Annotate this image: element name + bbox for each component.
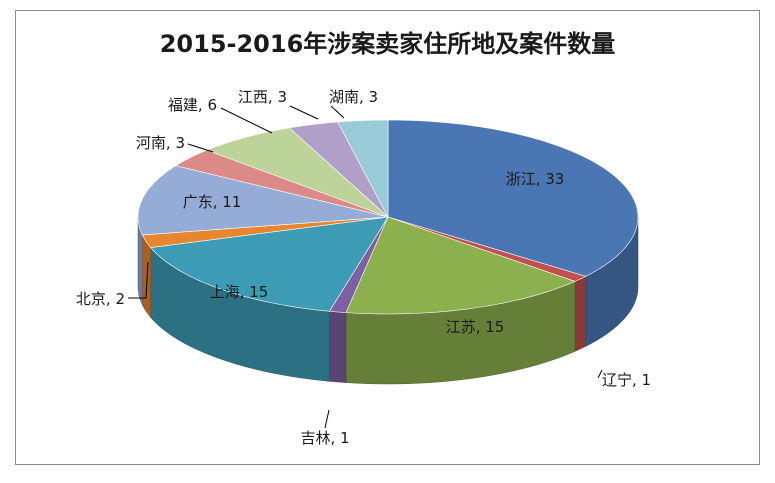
slice-2 bbox=[345, 216, 576, 315]
chart-title: 2015-2016年涉案卖家住所地及案件数量 bbox=[159, 30, 616, 58]
slice-5-label: 北京, 2 bbox=[76, 290, 125, 308]
pie-top-faces bbox=[137, 119, 639, 315]
slice-3-side bbox=[329, 311, 347, 383]
slice-1-side bbox=[574, 275, 586, 352]
slice-6 bbox=[137, 165, 389, 236]
slice-7 bbox=[175, 149, 389, 218]
slice-6-label: 广东, 11 bbox=[183, 193, 242, 211]
slice-4 bbox=[150, 216, 389, 312]
slice-5 bbox=[141, 216, 389, 248]
slice-5-side bbox=[142, 234, 152, 319]
leader-lines bbox=[128, 105, 603, 429]
slice-9-leader-line bbox=[289, 105, 319, 120]
slice-1 bbox=[387, 216, 587, 282]
slice-3-leader-line bbox=[324, 409, 330, 429]
slice-10-label: 湖南, 3 bbox=[329, 88, 378, 106]
slice-4-label: 上海, 15 bbox=[210, 283, 269, 301]
data-labels: 浙江, 33 辽宁, 1 江苏, 15 吉林, 1 上海, 15 北京, 2 广东, 11 河… bbox=[76, 88, 651, 447]
slice-0 bbox=[387, 119, 639, 277]
slice-10 bbox=[337, 119, 389, 218]
slice-1-leader-line bbox=[597, 369, 603, 379]
slice-1-label: 辽宁, 1 bbox=[602, 371, 651, 389]
slice-7-leader-line bbox=[187, 143, 214, 153]
pie-side-walls bbox=[137, 216, 639, 385]
slice-2-label: 江苏, 15 bbox=[446, 318, 505, 336]
slice-8 bbox=[205, 127, 389, 218]
slice-10-leader-line bbox=[330, 105, 345, 119]
slice-0-label: 浙江, 33 bbox=[506, 170, 565, 188]
slice-5-leader-line bbox=[128, 261, 149, 299]
slice-3-label: 吉林, 1 bbox=[300, 429, 349, 447]
slice-8-label: 福建, 6 bbox=[168, 96, 217, 114]
slice-9-label: 江西, 3 bbox=[238, 88, 287, 106]
slice-8-leader-line bbox=[220, 107, 273, 134]
slice-9 bbox=[288, 121, 389, 218]
slice-7-label: 河南, 3 bbox=[136, 134, 185, 152]
